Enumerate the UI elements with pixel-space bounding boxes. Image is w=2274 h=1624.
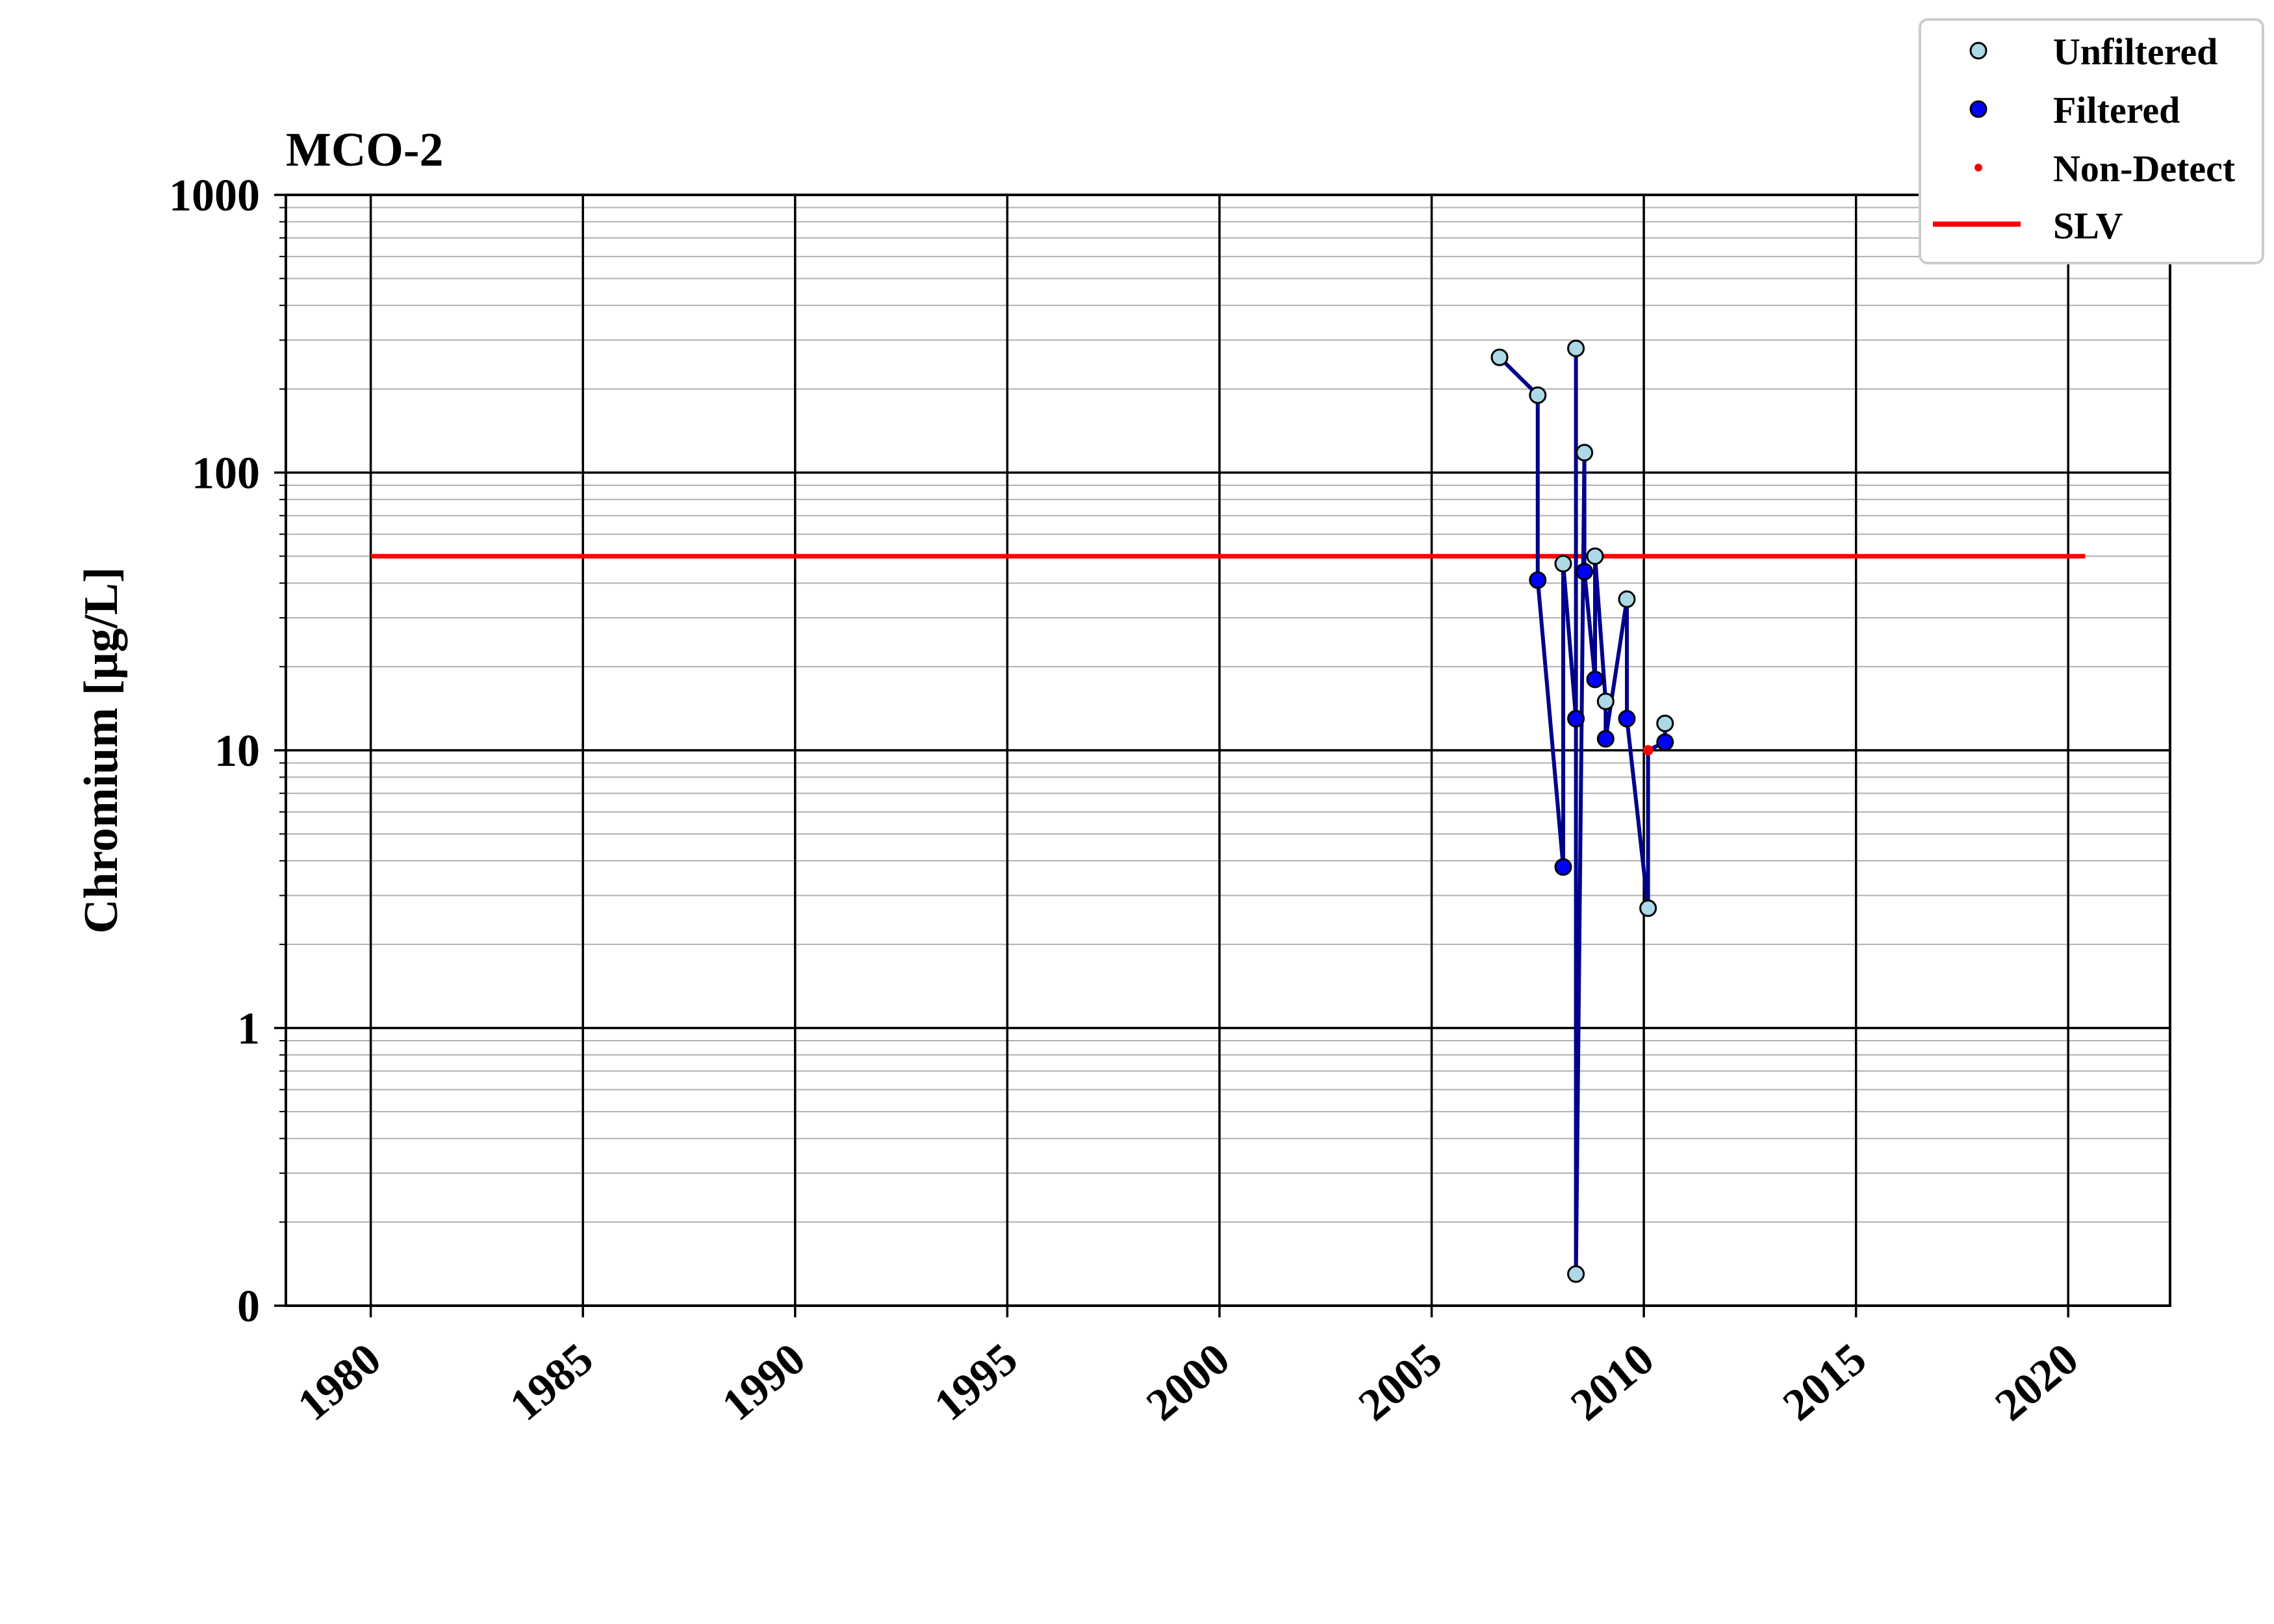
filtered-point <box>1618 709 1636 728</box>
unfiltered-point <box>1596 692 1615 711</box>
legend-label-unfiltered: Unfiltered <box>2053 31 2217 73</box>
y-tick-label: 10 <box>214 726 260 776</box>
filtered-point <box>1567 709 1585 728</box>
legend-label-slv: SLV <box>2053 205 2123 247</box>
non-detect-point <box>1642 745 1654 755</box>
x-tick-label: 1995 <box>925 1334 1027 1430</box>
legend: Unfiltered Filtered Non-Detect SLV <box>1919 18 2264 264</box>
y-axis-label: Chromium [μg/L] <box>75 567 128 934</box>
unfiltered-point <box>1554 555 1572 573</box>
filtered-point <box>1529 571 1547 589</box>
unfiltered-point <box>1639 899 1657 917</box>
filtered-point <box>1596 730 1615 748</box>
x-tick-label: 2020 <box>1986 1334 2088 1430</box>
unfiltered-point <box>1586 547 1604 565</box>
data-line <box>1498 346 1667 1276</box>
legend-label-non-detect: Non-Detect <box>2053 147 2236 190</box>
grid-layer <box>286 194 2170 1307</box>
line-layer <box>1498 346 1667 1276</box>
y-tick-label: 1 <box>237 1004 260 1054</box>
unfiltered-point <box>1618 590 1636 608</box>
marker-layer <box>1490 339 1674 1283</box>
x-tick-label: 2000 <box>1137 1334 1239 1430</box>
unfiltered-point <box>1529 386 1547 404</box>
filtered-point <box>1586 670 1604 689</box>
legend-label-filtered: Filtered <box>2053 89 2180 131</box>
unfiltered-point <box>1490 348 1509 366</box>
y-tick-label: 0 <box>237 1282 260 1332</box>
x-tick-label: 1980 <box>288 1334 390 1430</box>
x-tick-label: 2010 <box>1562 1334 1664 1430</box>
y-tick-label: 100 <box>192 449 260 499</box>
unfiltered-point <box>1567 1265 1585 1283</box>
x-tick-label: 1985 <box>501 1334 603 1430</box>
x-tick-label: 1990 <box>713 1334 815 1430</box>
legend-marker-filtered <box>1969 100 1987 118</box>
legend-marker-unfiltered <box>1969 42 1987 60</box>
unfiltered-point <box>1576 444 1594 462</box>
unfiltered-point <box>1567 339 1585 357</box>
y-tick-label: 1000 <box>169 171 260 221</box>
filtered-point <box>1576 563 1594 581</box>
legend-box <box>1919 18 2264 264</box>
legend-marker-non-detect <box>1974 164 1982 171</box>
x-tick-label: 2015 <box>1774 1334 1876 1430</box>
filtered-point <box>1656 733 1674 751</box>
unfiltered-point <box>1656 715 1674 733</box>
chart-title: MCO-2 <box>286 123 444 177</box>
tick-layer: 0 1 10 100 1000 1980 1985 1990 1995 2000 2005 2010 2… <box>169 171 2088 1430</box>
x-tick-label: 2005 <box>1349 1334 1451 1430</box>
filtered-point <box>1554 858 1572 876</box>
